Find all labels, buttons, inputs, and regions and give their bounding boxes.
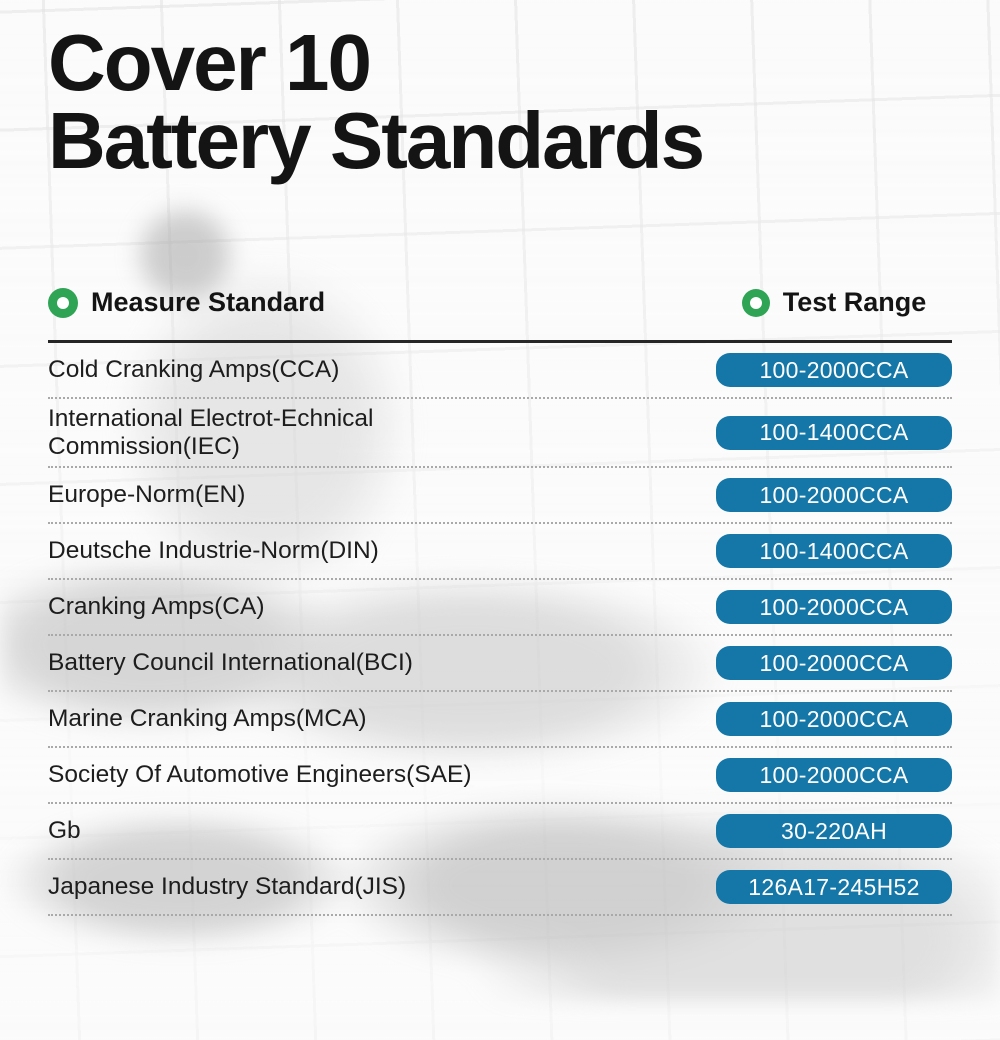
standard-name: Cold Cranking Amps(CCA)	[48, 356, 340, 384]
standards-table: Cold Cranking Amps(CCA) 100-2000CCA Inte…	[48, 343, 952, 917]
standard-name: Deutsche Industrie-Norm(DIN)	[48, 537, 379, 565]
standard-name: Japanese Industry Standard(JIS)	[48, 873, 407, 901]
table-row: Gb 30-220AH	[48, 804, 952, 861]
test-range-badge: 126A17-245H52	[716, 870, 952, 905]
table-row: Battery Council International(BCI) 100-2…	[48, 636, 952, 693]
test-range-badge: 30-220AH	[716, 814, 952, 849]
table-row: Europe-Norm(EN) 100-2000CCA	[48, 468, 952, 525]
standard-name: International Electrot-Echnical Commissi…	[48, 405, 374, 460]
table-row: Japanese Industry Standard(JIS) 126A17-2…	[48, 860, 952, 917]
test-range-label: Test Range	[782, 287, 927, 318]
table-row: Marine Cranking Amps(MCA) 100-2000CCA	[48, 692, 952, 749]
table-row: Society Of Automotive Engineers(SAE) 100…	[48, 748, 952, 805]
table-row: Cranking Amps(CA) 100-2000CCA	[48, 580, 952, 637]
standard-name: Society Of Automotive Engineers(SAE)	[48, 761, 472, 789]
test-range-badge: 100-2000CCA	[716, 758, 952, 793]
standard-name: Gb	[48, 817, 81, 845]
test-range-badge: 100-2000CCA	[716, 702, 952, 737]
table-header: Measure Standard Test Range	[48, 287, 952, 318]
dot-ring-icon	[48, 287, 78, 318]
test-range-badge: 100-1400CCA	[716, 534, 952, 569]
standard-name: Europe-Norm(EN)	[48, 481, 246, 509]
standard-name: Battery Council International(BCI)	[48, 649, 413, 677]
page-title: Cover 10 Battery Standards	[48, 18, 952, 185]
test-range-badge: 100-1400CCA	[716, 415, 952, 450]
table-row: International Electrot-Echnical Commissi…	[48, 399, 952, 469]
test-range-badge: 100-2000CCA	[716, 590, 952, 625]
measure-standard-label: Measure Standard	[91, 287, 326, 318]
test-range-badge: 100-2000CCA	[716, 478, 952, 513]
standard-name: Marine Cranking Amps(MCA)	[48, 705, 367, 733]
test-range-header: Test Range	[716, 287, 952, 318]
test-range-badge: 100-2000CCA	[716, 353, 952, 388]
page-title-line1: Cover 10	[48, 18, 372, 107]
dot-ring-icon	[741, 288, 770, 317]
table-row: Deutsche Industrie-Norm(DIN) 100-1400CCA	[48, 524, 952, 581]
page-title-line2: Battery Standards	[48, 95, 705, 185]
infographic: Cover 10 Battery Standards Measure Stand…	[0, 0, 1000, 1000]
test-range-badge: 100-2000CCA	[716, 646, 952, 681]
table-row: Cold Cranking Amps(CCA) 100-2000CCA	[48, 343, 952, 400]
measure-standard-header: Measure Standard	[48, 287, 325, 318]
standard-name: Cranking Amps(CA)	[48, 593, 265, 621]
